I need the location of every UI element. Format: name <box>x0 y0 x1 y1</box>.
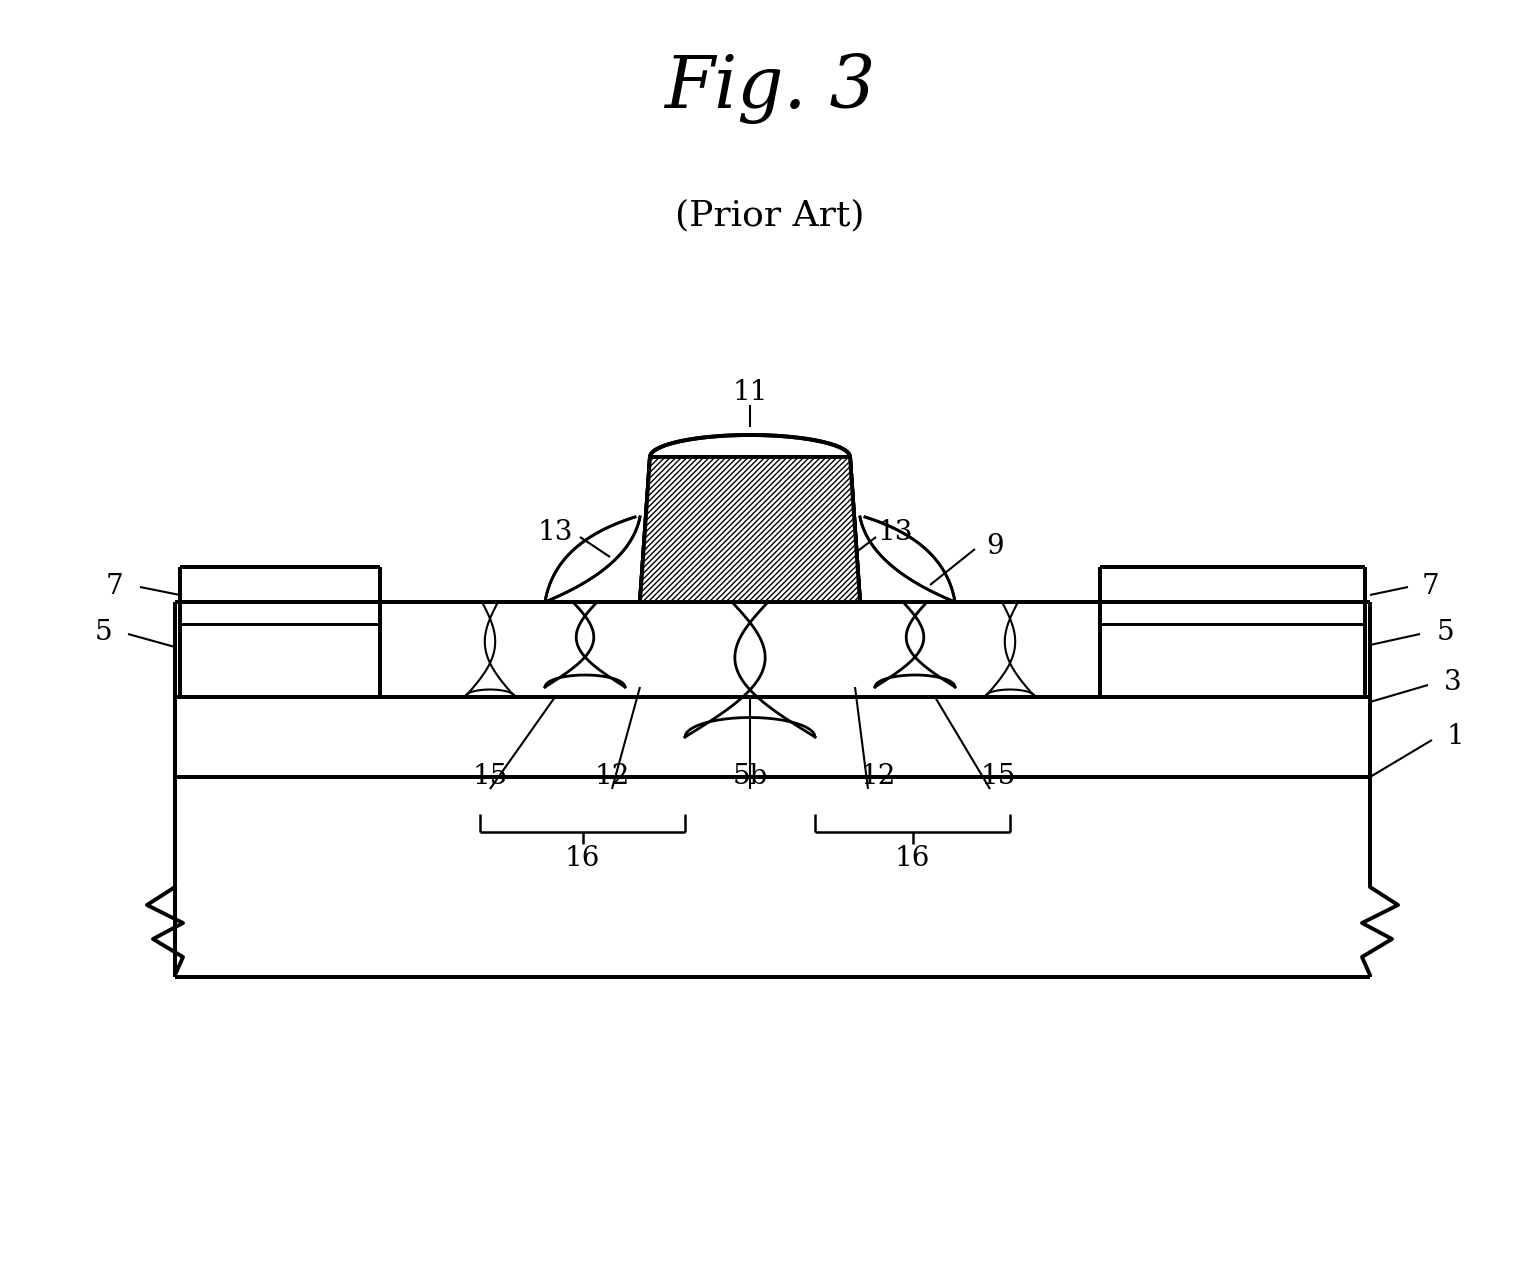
Text: 15: 15 <box>473 764 508 791</box>
Text: (Prior Art): (Prior Art) <box>675 199 865 232</box>
Polygon shape <box>641 457 859 602</box>
Text: 7: 7 <box>106 574 123 601</box>
Polygon shape <box>641 457 859 602</box>
Text: 11: 11 <box>732 379 768 405</box>
Text: 3: 3 <box>1445 669 1461 696</box>
Text: 16: 16 <box>564 845 599 873</box>
Text: 9: 9 <box>986 533 1004 560</box>
Text: Fig. 3: Fig. 3 <box>664 53 876 124</box>
Text: 15: 15 <box>981 764 1016 791</box>
Text: 5: 5 <box>94 618 112 645</box>
Text: 13: 13 <box>537 518 573 546</box>
Text: 16: 16 <box>895 845 930 873</box>
Text: 1: 1 <box>1446 723 1465 750</box>
Text: 7: 7 <box>1421 574 1438 601</box>
Text: 12: 12 <box>861 764 896 791</box>
Text: 12: 12 <box>594 764 630 791</box>
Text: 13: 13 <box>878 518 913 546</box>
Polygon shape <box>641 457 859 602</box>
Text: 5: 5 <box>1437 618 1454 645</box>
Text: 5b: 5b <box>733 764 767 791</box>
